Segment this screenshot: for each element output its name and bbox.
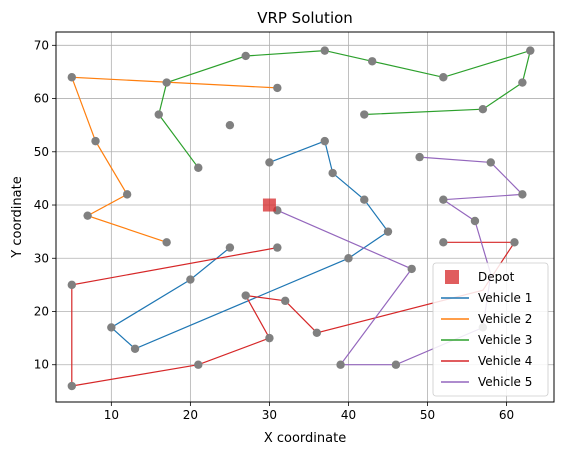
customer-point (470, 216, 480, 226)
customer-point (241, 51, 250, 61)
plot-frame (55, 31, 555, 403)
legend-label: Vehicle 5 (478, 375, 532, 389)
legend-depot-swatch (445, 270, 459, 284)
customer-point (320, 136, 329, 146)
depot-square (262, 198, 276, 212)
customer-point (186, 275, 195, 284)
y-tick-label: 30 (34, 251, 49, 265)
route-line-vehicle-3 (158, 49, 532, 169)
customer-point (526, 46, 535, 55)
customer-point (162, 238, 171, 247)
x-tick-label: 10 (104, 408, 119, 422)
customer-point (91, 136, 100, 146)
x-tick-label: 40 (341, 408, 356, 422)
customer-point (518, 190, 527, 199)
customer-point (320, 46, 329, 55)
x-tick-label: 50 (420, 408, 435, 422)
customer-point (122, 190, 132, 199)
y-tick-label: 20 (34, 304, 49, 318)
x-axis-label: X coordinate (264, 431, 346, 446)
customer-point (67, 280, 77, 290)
legend-label: Vehicle 4 (478, 354, 532, 368)
customer-point (439, 238, 448, 247)
route-line-vehicle-2 (70, 76, 278, 243)
legend-depot-label: Depot (478, 270, 515, 284)
y-tick-label: 40 (34, 198, 49, 212)
customer-point (407, 264, 416, 274)
chart-title: VRP Solution (257, 9, 353, 27)
customer-points (67, 46, 535, 391)
customer-point (225, 243, 235, 252)
customer-point (360, 195, 369, 204)
customer-point (67, 381, 77, 391)
y-tick-label: 60 (34, 92, 49, 106)
customer-point (265, 333, 274, 343)
customer-point (439, 73, 448, 82)
route-line-vehicle-1 (110, 140, 389, 350)
y-tick-label: 50 (34, 145, 49, 159)
customer-point (336, 360, 345, 369)
x-tick-label: 60 (499, 408, 514, 422)
customer-point (130, 344, 140, 353)
customer-point (154, 110, 163, 119)
customer-point (194, 360, 203, 369)
customer-point (107, 323, 116, 332)
depot-marker (262, 198, 276, 212)
customer-point (273, 83, 282, 93)
y-tick-label: 70 (34, 38, 49, 52)
customer-point (344, 254, 353, 263)
customer-point (225, 120, 235, 130)
legend-label: Vehicle 3 (478, 333, 532, 347)
customer-point (360, 110, 369, 119)
customer-point (162, 78, 171, 87)
customer-point (328, 168, 337, 178)
y-tick-label: 10 (34, 358, 49, 372)
legend-label: Vehicle 2 (478, 312, 532, 326)
y-axis-ticks: 10 20 30 40 50 60 70 (34, 38, 56, 372)
customer-point (391, 360, 401, 369)
x-tick-label: 30 (262, 408, 277, 422)
x-axis-ticks: 10 20 30 40 50 60 (104, 402, 514, 422)
customer-point (518, 78, 527, 87)
customer-point (273, 243, 282, 252)
y-axis-label: Y coordinate (10, 176, 25, 258)
customer-point (367, 57, 377, 66)
customer-point (415, 152, 424, 162)
customer-point (510, 238, 519, 247)
customer-point (83, 211, 92, 220)
customer-point (439, 195, 448, 204)
legend: Depot Vehicle 1 Vehicle 2 Vehicle 3 Vehicle … (432, 262, 549, 397)
customer-point (486, 158, 495, 167)
customer-point (194, 163, 203, 172)
customer-point (312, 328, 322, 337)
customer-point (478, 104, 488, 114)
customer-point (67, 73, 77, 82)
legend-label: Vehicle 1 (478, 291, 532, 305)
customer-point (265, 158, 274, 167)
legend-box (432, 262, 549, 397)
customer-point (241, 291, 250, 300)
customer-point (383, 227, 393, 236)
x-tick-label: 20 (183, 408, 198, 422)
customer-point (281, 296, 290, 306)
